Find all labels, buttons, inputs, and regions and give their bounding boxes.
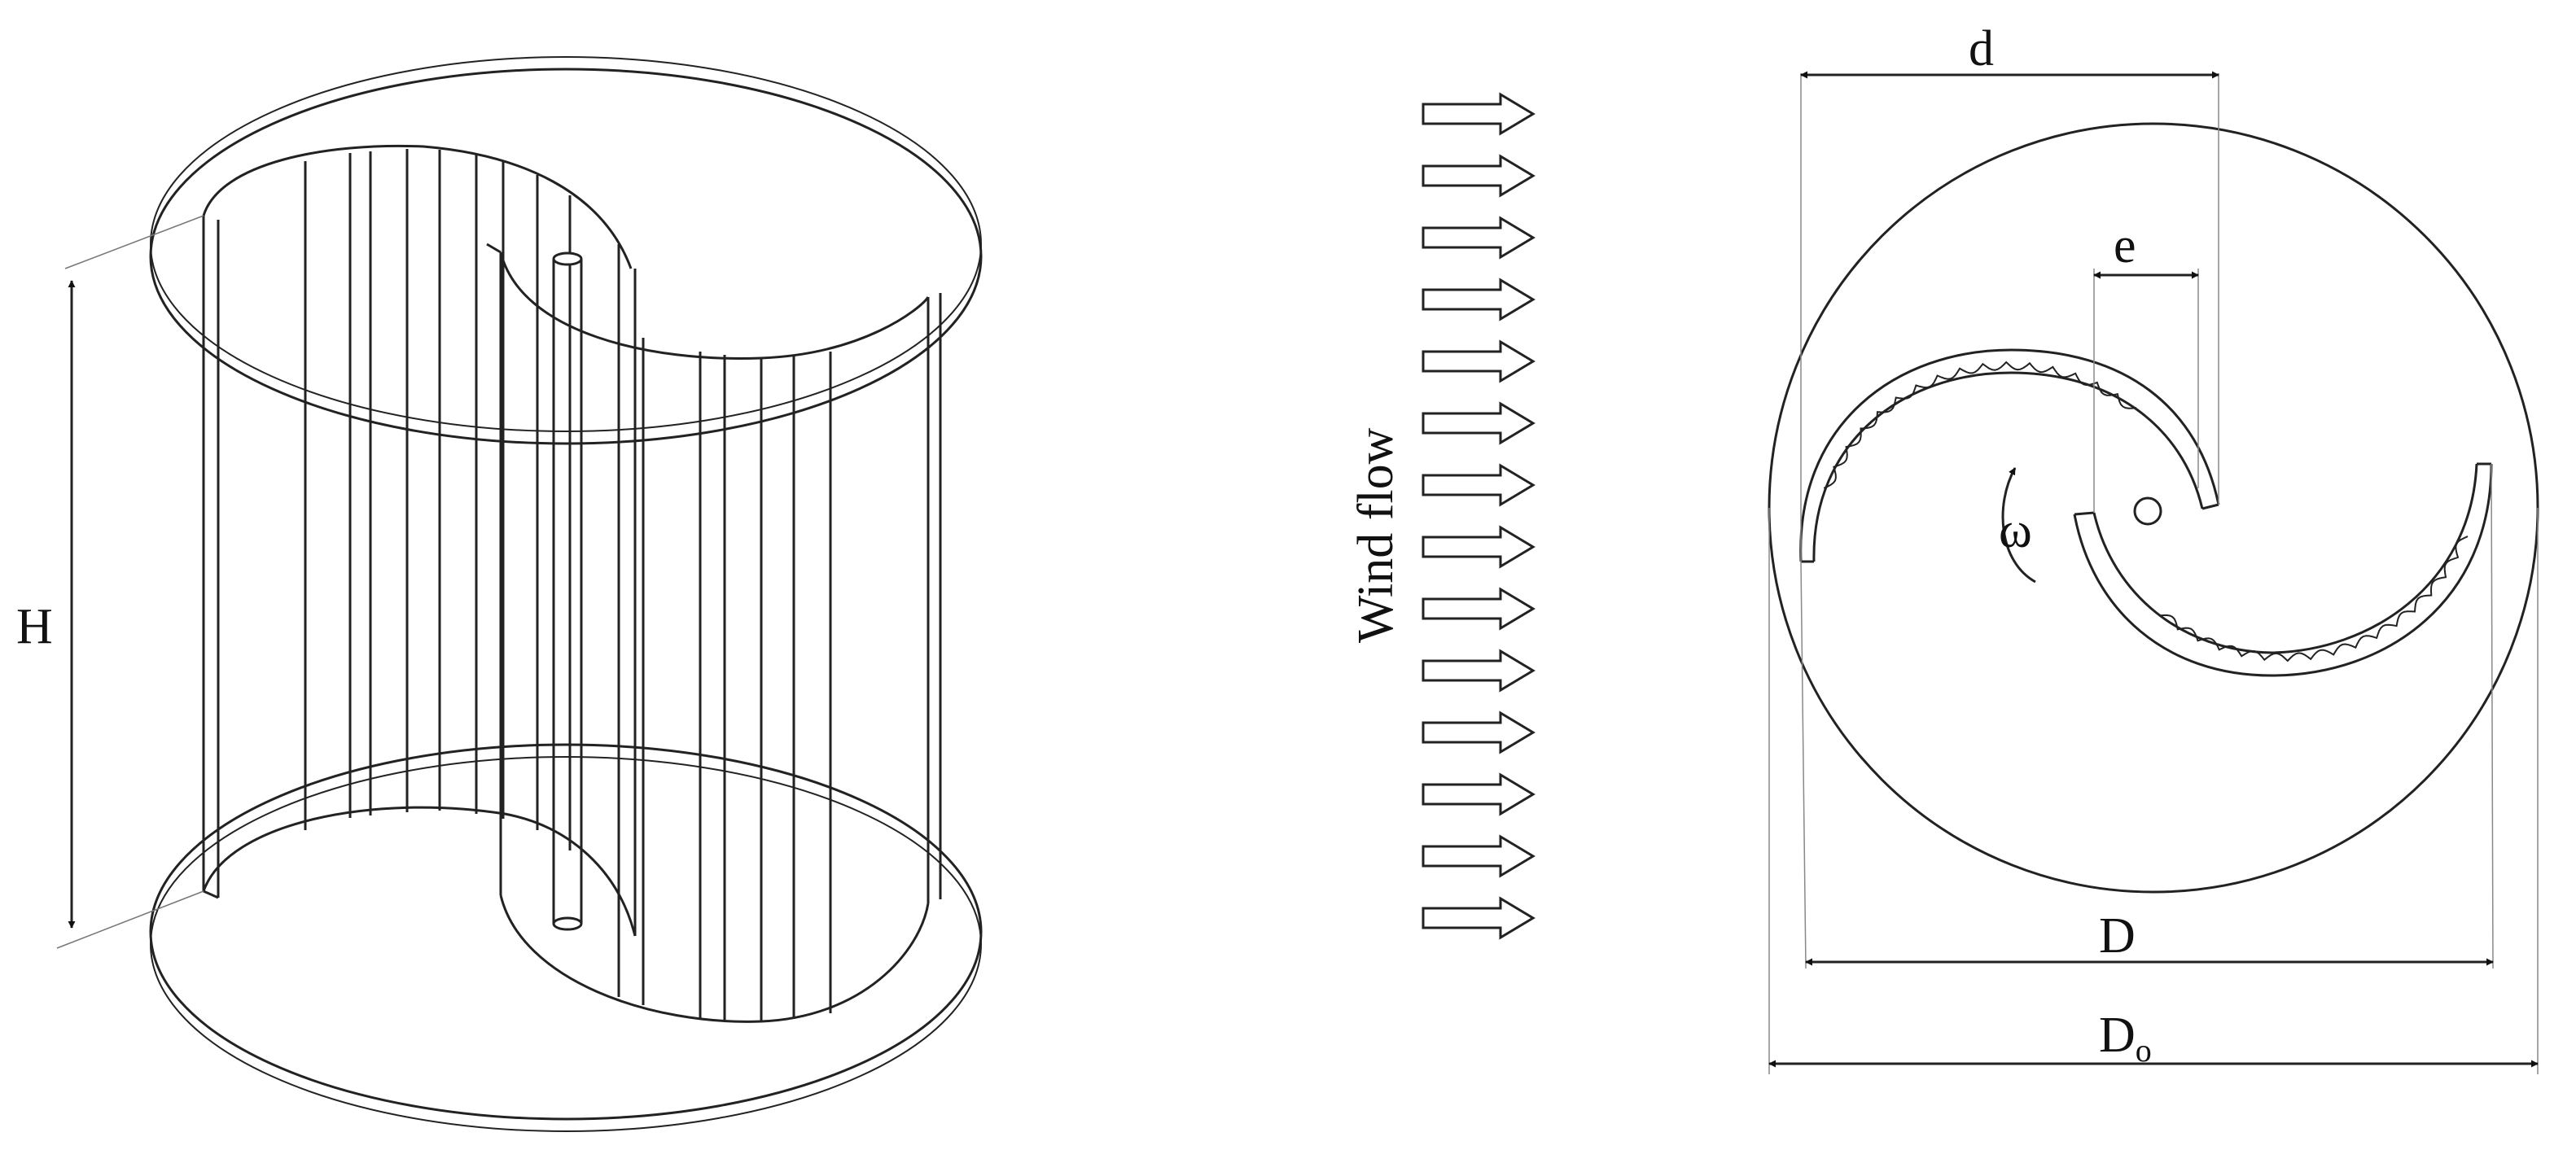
rotor-diameter-label: D bbox=[2099, 908, 2136, 964]
height-dimension bbox=[56, 215, 204, 949]
eccentricity-label-e: e bbox=[2114, 218, 2136, 273]
end-plate-diameter-subscript: o bbox=[2136, 1032, 2152, 1069]
wind-arrow bbox=[1422, 525, 1536, 569]
wind-arrow bbox=[1422, 339, 1536, 383]
top-end-plate bbox=[149, 56, 983, 445]
rotor-isometric-view bbox=[56, 56, 983, 1132]
height-label: H bbox=[16, 599, 53, 654]
bottom-end-plate bbox=[149, 743, 983, 1132]
overlap-label-d: d bbox=[1969, 21, 1994, 77]
wind-arrow bbox=[1422, 216, 1536, 260]
wind-arrow bbox=[1422, 587, 1536, 631]
end-plate-diameter-label: Do bbox=[2099, 1008, 2152, 1069]
wind-arrow bbox=[1422, 154, 1536, 198]
right-blade bbox=[2073, 462, 2493, 677]
rotor-top-view bbox=[1768, 71, 2539, 1074]
wind-arrow bbox=[1422, 649, 1536, 693]
left-blade bbox=[1799, 348, 2220, 563]
extension-lines bbox=[1768, 73, 2539, 1074]
wind-arrow bbox=[1422, 278, 1536, 321]
wind-arrow bbox=[1422, 401, 1536, 445]
rotation-arrow bbox=[2001, 467, 2036, 584]
end-plate-diameter-main: D bbox=[2099, 1008, 2136, 1063]
wind-arrow bbox=[1422, 896, 1536, 940]
wind-arrow bbox=[1422, 772, 1536, 816]
end-plate-circle bbox=[1768, 122, 2539, 894]
wind-flow-arrows bbox=[1422, 92, 1536, 940]
top-blade-profiles bbox=[202, 144, 930, 360]
center-shaft bbox=[552, 251, 583, 931]
wind-flow-label: Wind flow bbox=[1348, 427, 1404, 643]
blade-ribs bbox=[202, 149, 942, 1021]
wind-arrow bbox=[1422, 463, 1536, 507]
wind-arrow bbox=[1422, 92, 1536, 136]
omega-label: ω bbox=[1999, 503, 2032, 558]
shaft-circle bbox=[2133, 496, 2162, 526]
wind-arrow bbox=[1422, 710, 1536, 754]
wind-arrow bbox=[1422, 834, 1536, 878]
